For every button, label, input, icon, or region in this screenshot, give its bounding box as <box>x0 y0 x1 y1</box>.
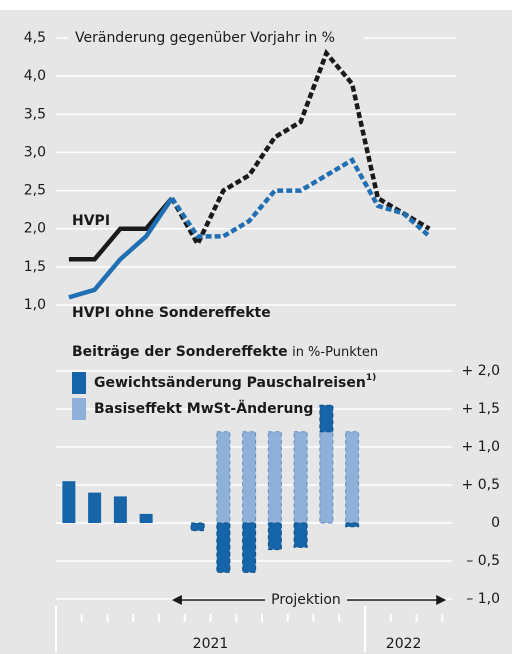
y-tick-label: 1,5 <box>24 259 46 275</box>
bar <box>293 522 308 548</box>
line <box>68 48 431 262</box>
bar <box>216 522 231 573</box>
bar <box>216 431 231 524</box>
series-label: HVPI <box>72 213 110 229</box>
arrow-head <box>436 595 447 605</box>
series-label: HVPI ohne Sondereffekte <box>72 305 271 321</box>
bar <box>345 522 360 528</box>
footnote: 1) <box>366 373 376 383</box>
y-tick-label: 4,5 <box>24 30 46 46</box>
arrow-head <box>171 595 182 605</box>
projection-label: Projektion <box>271 592 341 608</box>
bar <box>267 522 282 551</box>
y-tick-label: + 1,0 <box>462 439 500 455</box>
legend-label: Basiseffekt MwSt-Änderung <box>94 400 313 417</box>
panel-title: Beiträge der Sondereffekte in %-Punkten <box>72 344 378 360</box>
y-tick-label: – 0,5 <box>466 553 500 569</box>
y-tick-label: 2,5 <box>24 183 46 199</box>
bar <box>190 522 205 532</box>
legend-swatch <box>72 398 86 420</box>
bar <box>293 431 308 524</box>
bar <box>319 404 334 433</box>
y-tick-label: – 1,0 <box>466 591 500 607</box>
y-tick-label: 0 <box>491 515 500 531</box>
title: Beiträge der Sondereffekte <box>72 344 288 360</box>
y-tick-label: + 1,5 <box>462 401 500 417</box>
annotation-bg <box>68 26 364 50</box>
x-group-label: 2021 <box>193 636 229 652</box>
bar <box>267 431 282 524</box>
y-tick-label: 3,0 <box>24 144 46 160</box>
y-tick-label: 3,5 <box>24 106 46 122</box>
line <box>68 156 431 300</box>
bar <box>242 431 257 524</box>
y-tick-label: 4,0 <box>24 68 46 84</box>
y-tick-label: + 0,5 <box>462 477 500 493</box>
bar <box>139 513 153 523</box>
bar <box>345 431 360 524</box>
bar <box>319 431 334 524</box>
legend-text: Gewichtsänderung Pauschalreisen <box>94 375 366 391</box>
plot-background <box>0 10 512 654</box>
x-group-label: 2022 <box>386 636 422 652</box>
legend-label: Gewichtsänderung Pauschalreisen1) <box>94 373 376 392</box>
bar <box>62 481 76 523</box>
y-tick-label: 1,0 <box>24 297 46 313</box>
y-tick-label: 2,0 <box>24 221 46 237</box>
bar <box>113 496 127 523</box>
bar <box>88 492 102 523</box>
projection-label-bg <box>265 591 347 609</box>
y-tick-label: + 2,0 <box>462 363 500 379</box>
title-unit: in %-Punkten <box>292 345 378 360</box>
annotation: Veränderung gegenüber Vorjahr in % <box>75 30 335 46</box>
bar <box>242 522 257 573</box>
legend-swatch <box>72 372 86 394</box>
